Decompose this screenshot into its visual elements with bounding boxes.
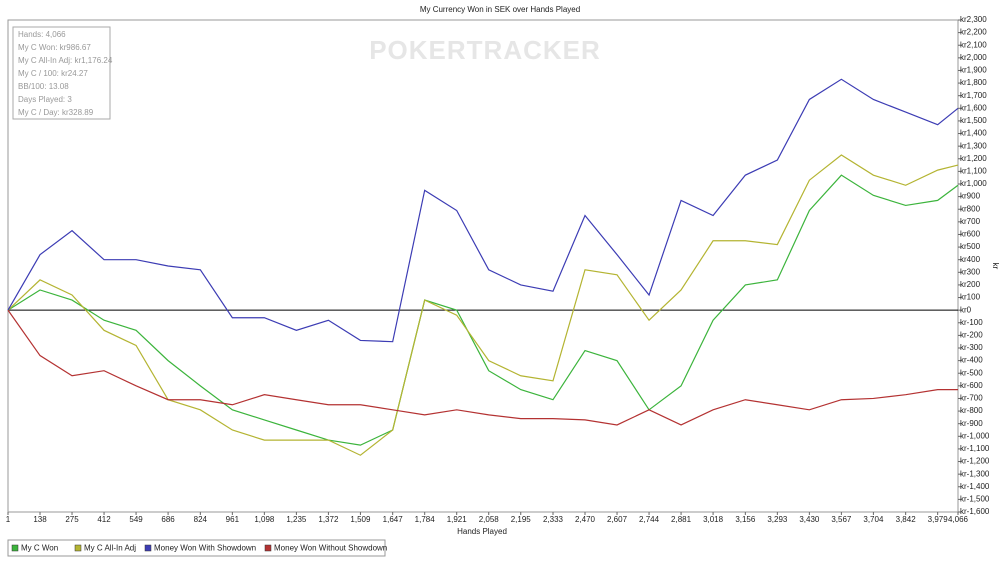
x-tick-label: 4,066 [948,515,969,524]
x-tick-label: 3,842 [896,515,917,524]
x-axis-label: Hands Played [457,527,507,536]
x-tick-label: 1,784 [415,515,436,524]
legend-swatch [264,544,272,552]
y-tick-label: kr-500 [960,368,983,377]
y-tick-label: kr-100 [960,318,983,327]
y-tick-label: kr-300 [960,343,983,352]
y-tick-label: kr-800 [960,406,983,415]
x-tick-label: 824 [194,515,208,524]
x-tick-label: 1,647 [383,515,404,524]
y-tick-label: kr-400 [960,356,983,365]
y-tick-label: kr1,400 [960,129,987,138]
x-tick-label: 1 [6,515,11,524]
y-tick-label: kr-600 [960,381,983,390]
stats-box [12,26,111,120]
x-tick-label: 2,333 [543,515,564,524]
y-tick-label: kr-1,000 [960,431,990,440]
x-tick-label: 275 [65,515,79,524]
x-tick-label: 686 [161,515,175,524]
x-tick-label: 3,704 [863,515,884,524]
y-tick-label: kr1,300 [960,141,987,150]
y-tick-label: kr2,200 [960,28,987,37]
x-tick-label: 2,881 [671,515,692,524]
x-tick-label: 1,235 [286,515,307,524]
stat-line: BB/100: 13.08 [18,82,69,91]
y-tick-label: kr-1,600 [960,507,990,516]
x-tick-label: 1,921 [447,515,468,524]
x-tick-label: 3,293 [767,515,788,524]
y-tick-label: kr1,800 [960,78,987,87]
y-tick-label: kr-1,500 [960,494,990,503]
y-tick-label: kr-1,300 [960,469,990,478]
x-tick-label: 3,430 [799,515,820,524]
x-tick-label: 3,156 [735,515,756,524]
legend-swatch [11,544,19,552]
legend-swatch [144,544,152,552]
stat-line: Hands: 4,066 [18,30,66,39]
y-tick-label: kr1,600 [960,103,987,112]
y-tick-label: kr-200 [960,330,983,339]
x-tick-label: 3,018 [703,515,724,524]
y-tick-label: kr2,100 [960,40,987,49]
legend-label: My C Won [21,544,58,553]
x-tick-label: 2,470 [575,515,596,524]
y-tick-label: kr-700 [960,394,983,403]
y-tick-label: kr1,900 [960,66,987,75]
y-tick-label: kr500 [960,242,981,251]
y-axis-label: kr [991,263,1000,270]
y-tick-label: kr0 [960,305,972,314]
x-tick-label: 961 [226,515,240,524]
stat-line: My C All-In Adj: kr1,176.24 [18,56,113,65]
y-tick-label: kr2,000 [960,53,987,62]
plot-frame [7,19,959,513]
series-line [7,78,959,343]
stat-line: Days Played: 3 [18,95,72,104]
x-tick-label: 1,372 [318,515,339,524]
legend [7,539,386,557]
x-tick-label: 2,058 [479,515,500,524]
y-tick-label: kr900 [960,192,981,201]
y-tick-label: kr700 [960,217,981,226]
y-tick-label: kr1,000 [960,179,987,188]
y-tick-label: kr-900 [960,419,983,428]
stat-line: My C Won: kr986.67 [18,43,91,52]
legend-label: Money Won With Showdown [154,544,256,553]
y-tick-label: kr-1,100 [960,444,990,453]
y-tick-label: kr300 [960,267,981,276]
stat-line: My C / Day: kr328.89 [18,108,94,117]
legend-swatch [74,544,82,552]
y-tick-label: kr600 [960,230,981,239]
y-tick-label: kr1,100 [960,166,987,175]
x-tick-label: 412 [97,515,111,524]
y-tick-label: kr800 [960,204,981,213]
chart-title: My Currency Won in SEK over Hands Played [420,5,580,14]
y-tick-label: kr-1,400 [960,482,990,491]
y-tick-label: kr-1,200 [960,457,990,466]
x-tick-label: 3,979 [928,515,949,524]
x-tick-label: 3,567 [831,515,852,524]
x-tick-label: 2,195 [511,515,532,524]
x-tick-label: 138 [33,515,47,524]
x-tick-label: 2,607 [607,515,628,524]
x-tick-label: 1,509 [350,515,371,524]
y-tick-label: kr1,700 [960,91,987,100]
x-tick-label: 2,744 [639,515,660,524]
stat-line: My C / 100: kr24.27 [18,69,88,78]
y-tick-label: kr1,200 [960,154,987,163]
legend-label: My C All-In Adj [84,544,136,553]
watermark: POKERTRACKER [369,35,601,65]
y-tick-label: kr400 [960,255,981,264]
series-line [7,309,958,426]
y-tick-label: kr2,300 [960,15,987,24]
x-tick-label: 549 [129,515,143,524]
legend-label: Money Won Without Showdown [274,544,387,553]
y-tick-label: kr1,500 [960,116,987,125]
y-tick-label: kr200 [960,280,981,289]
x-tick-label: 1,098 [254,515,275,524]
series-line [7,174,959,446]
y-tick-label: kr100 [960,293,981,302]
